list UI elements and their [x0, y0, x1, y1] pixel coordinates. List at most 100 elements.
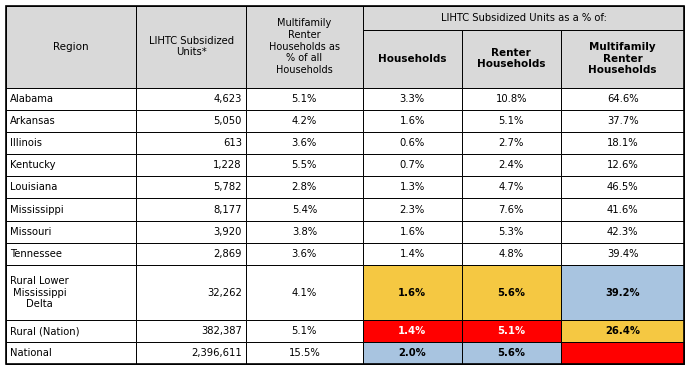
Text: Illinois: Illinois	[10, 138, 42, 148]
Bar	[137, 198, 246, 221]
Bar	[363, 198, 462, 221]
Bar	[6, 132, 137, 154]
Bar	[137, 110, 246, 132]
Bar	[363, 110, 462, 132]
Text: 382,387: 382,387	[201, 326, 242, 336]
Text: 5.5%: 5.5%	[292, 160, 317, 170]
Text: 5.4%: 5.4%	[292, 205, 317, 215]
Text: 18.1%: 18.1%	[607, 138, 638, 148]
Text: 3.6%: 3.6%	[292, 249, 317, 259]
Text: 2.7%: 2.7%	[498, 138, 524, 148]
Text: 5.6%: 5.6%	[497, 287, 525, 297]
Bar	[363, 30, 462, 88]
Text: Renter
Households: Renter Households	[477, 48, 546, 70]
Text: 3.8%: 3.8%	[292, 227, 317, 237]
Bar	[6, 176, 137, 198]
Text: 32,262: 32,262	[207, 287, 242, 297]
Bar	[363, 154, 462, 176]
Text: Households: Households	[378, 54, 446, 64]
Text: 2.4%: 2.4%	[499, 160, 524, 170]
Text: 15.5%: 15.5%	[288, 349, 320, 359]
Bar	[363, 342, 462, 364]
Text: Rural Lower
Mississippi
Delta: Rural Lower Mississippi Delta	[10, 276, 69, 309]
Text: 1.6%: 1.6%	[400, 116, 425, 126]
Bar	[462, 154, 561, 176]
Text: 1.4%: 1.4%	[398, 326, 426, 336]
Bar	[137, 221, 246, 243]
Text: Rural (Nation): Rural (Nation)	[10, 326, 80, 336]
Text: 7.6%: 7.6%	[498, 205, 524, 215]
Bar	[137, 132, 246, 154]
Text: 4.1%: 4.1%	[292, 287, 317, 297]
Bar	[363, 221, 462, 243]
Text: 39.4%: 39.4%	[607, 249, 638, 259]
Bar	[246, 88, 363, 110]
Text: 41.6%: 41.6%	[607, 205, 638, 215]
Text: 1.6%: 1.6%	[398, 287, 426, 297]
Text: National: National	[10, 349, 52, 359]
Text: Louisiana: Louisiana	[10, 182, 58, 192]
Bar	[561, 320, 684, 342]
Bar	[6, 110, 137, 132]
Bar	[561, 154, 684, 176]
Text: 3.6%: 3.6%	[292, 138, 317, 148]
Bar	[246, 198, 363, 221]
Text: 1.4%: 1.4%	[400, 249, 425, 259]
Bar	[462, 30, 561, 88]
Text: 5.6%: 5.6%	[497, 349, 525, 359]
Bar	[462, 342, 561, 364]
Bar	[246, 132, 363, 154]
Bar	[246, 176, 363, 198]
Text: 2.3%: 2.3%	[400, 205, 425, 215]
Text: 4.2%: 4.2%	[292, 116, 317, 126]
Bar	[137, 88, 246, 110]
Text: Mississippi: Mississippi	[10, 205, 64, 215]
Text: Region: Region	[53, 41, 89, 51]
Text: Multifamily
Renter
Households: Multifamily Renter Households	[589, 42, 657, 75]
Text: 13.0%: 13.0%	[605, 349, 640, 359]
Bar	[462, 110, 561, 132]
Bar	[246, 154, 363, 176]
Text: 37.7%: 37.7%	[607, 116, 638, 126]
Text: 4.7%: 4.7%	[499, 182, 524, 192]
Text: Multifamily
Renter
Households as
% of all
Households: Multifamily Renter Households as % of al…	[269, 18, 340, 75]
Text: 2,869: 2,869	[213, 249, 242, 259]
Text: 2.0%: 2.0%	[398, 349, 426, 359]
Bar	[246, 320, 363, 342]
Bar	[137, 320, 246, 342]
Text: 5,782: 5,782	[213, 182, 242, 192]
Text: Kentucky: Kentucky	[10, 160, 56, 170]
Text: 5.1%: 5.1%	[292, 326, 317, 336]
Bar	[6, 198, 137, 221]
Text: Missouri: Missouri	[10, 227, 52, 237]
Bar	[363, 243, 462, 265]
Bar	[363, 6, 684, 30]
Bar	[137, 243, 246, 265]
Bar	[246, 243, 363, 265]
Bar	[462, 243, 561, 265]
Text: 2,396,611: 2,396,611	[191, 349, 242, 359]
Bar	[6, 154, 137, 176]
Bar	[561, 342, 684, 364]
Text: 613: 613	[223, 138, 242, 148]
Bar	[561, 30, 684, 88]
Text: 12.6%: 12.6%	[607, 160, 638, 170]
Bar	[246, 221, 363, 243]
Bar	[246, 342, 363, 364]
Bar	[246, 110, 363, 132]
Bar	[561, 88, 684, 110]
Text: 10.8%: 10.8%	[495, 94, 527, 104]
Bar	[462, 88, 561, 110]
Bar	[137, 6, 246, 88]
Bar	[561, 132, 684, 154]
Bar	[462, 320, 561, 342]
Text: 5.1%: 5.1%	[292, 94, 317, 104]
Bar	[462, 221, 561, 243]
Text: 1,228: 1,228	[213, 160, 242, 170]
Text: 0.6%: 0.6%	[400, 138, 425, 148]
Bar	[462, 198, 561, 221]
Bar	[137, 176, 246, 198]
Bar	[246, 6, 363, 88]
Bar	[561, 243, 684, 265]
Bar	[561, 221, 684, 243]
